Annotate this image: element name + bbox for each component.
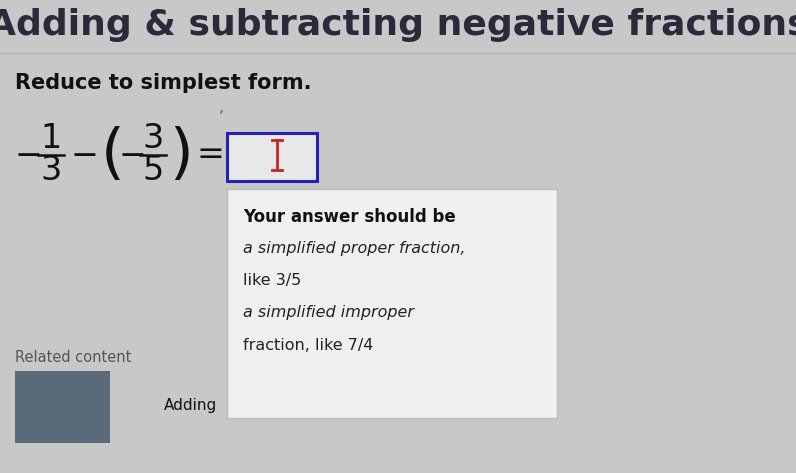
Text: 1: 1 bbox=[41, 123, 61, 156]
Text: like 3/5: like 3/5 bbox=[243, 273, 301, 289]
FancyBboxPatch shape bbox=[15, 371, 110, 443]
Text: Adding & subtracting negative fractions: Adding & subtracting negative fractions bbox=[0, 8, 796, 42]
Text: a simplified improper: a simplified improper bbox=[243, 306, 414, 321]
Text: ʼ: ʼ bbox=[219, 110, 224, 124]
FancyBboxPatch shape bbox=[227, 133, 317, 181]
Text: fraction, like 7/4: fraction, like 7/4 bbox=[243, 338, 373, 352]
Text: Your answer should be: Your answer should be bbox=[243, 208, 456, 226]
Text: a simplified proper fraction,: a simplified proper fraction, bbox=[243, 242, 466, 256]
Text: −: − bbox=[15, 139, 43, 172]
Text: 5: 5 bbox=[142, 155, 164, 187]
Text: −: − bbox=[119, 139, 147, 172]
Text: 3: 3 bbox=[142, 123, 164, 156]
Text: Reduce to simplest form.: Reduce to simplest form. bbox=[15, 73, 311, 93]
Text: Related content: Related content bbox=[15, 350, 131, 366]
Text: −: − bbox=[71, 139, 99, 172]
Text: ): ) bbox=[169, 125, 193, 184]
FancyBboxPatch shape bbox=[227, 189, 557, 418]
Text: 3: 3 bbox=[41, 155, 61, 187]
Text: Adding: Adding bbox=[164, 397, 217, 412]
Text: =: = bbox=[197, 139, 225, 172]
Text: (: ( bbox=[101, 125, 125, 184]
